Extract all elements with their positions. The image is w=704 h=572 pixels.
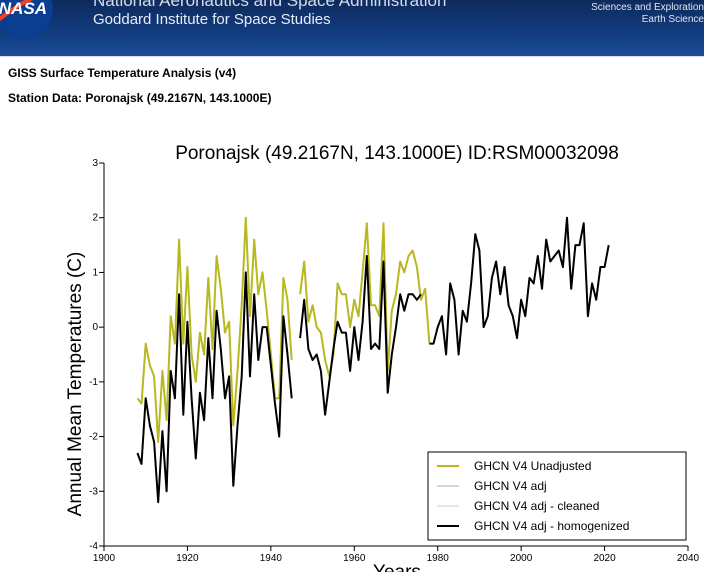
nasa-logo-text: NASA	[0, 0, 47, 18]
station-subtitle: Station Data: Poronajsk (49.2167N, 143.1…	[8, 91, 272, 105]
legend-label: GHCN V4 Unadjusted	[474, 459, 591, 473]
y-tick-label: 3	[92, 158, 98, 169]
legend: GHCN V4 Unadjusted GHCN V4 adj GHCN V4 adj…	[427, 451, 687, 541]
y-axis-label: Annual Mean Temperatures (C)	[65, 252, 86, 517]
y-tick-label: -3	[89, 486, 98, 497]
x-tick-label: 2040	[677, 553, 700, 564]
y-tick-label: -1	[89, 377, 98, 388]
y-tick-label: 1	[92, 267, 98, 278]
chart-title: Poronajsk (49.2167N, 143.1000E) ID:RSM00…	[175, 143, 619, 164]
series-line-ghcn-v4-unadjusted	[136, 216, 293, 443]
legend-box	[427, 451, 687, 541]
plot-area: -4 -3 -2 -1 0 1 2 3 1900 1920 1940 1960 1980 2000 2020…	[89, 158, 699, 564]
series-line-ghcn-v4-unadjusted	[299, 222, 431, 378]
y-tick-label: 0	[92, 322, 98, 333]
x-tick-label: 2020	[593, 553, 616, 564]
x-tick-label: 1920	[176, 553, 199, 564]
y-tick-label: -2	[89, 432, 98, 443]
legend-label: GHCN V4 adj	[474, 479, 547, 493]
series-line-ghcn-v4-adj-homogenized	[429, 216, 610, 356]
legend-label: GHCN V4 adj - cleaned	[474, 499, 599, 513]
legend-label: GHCN V4 adj - homogenized	[474, 519, 629, 533]
x-axis-label: Years	[373, 562, 421, 572]
series-line-ghcn-v4-adj-homogenized	[136, 271, 293, 504]
agency-name[interactable]: National Aeronautics and Space Administr…	[93, 0, 447, 10]
page-title: GISS Surface Temperature Analysis (v4)	[8, 66, 237, 80]
series-line-ghcn-v4-adj-homogenized	[299, 255, 422, 416]
y-tick-label: 2	[92, 213, 98, 224]
header-banner: NASA National Aeronautics and Space Admi…	[0, 0, 704, 57]
x-tick-label: 1980	[427, 553, 450, 564]
y-tick-label: -4	[89, 541, 98, 552]
sciences-exploration-link[interactable]: Sciences and Exploration	[591, 2, 704, 13]
institute-name[interactable]: Goddard Institute for Space Studies	[93, 11, 331, 28]
nasa-logo[interactable]: NASA	[0, 0, 54, 40]
x-tick-label: 1900	[93, 553, 116, 564]
temperature-chart: Poronajsk (49.2167N, 143.1000E) ID:RSM00…	[65, 143, 700, 572]
x-tick-label: 1960	[343, 553, 366, 564]
earth-science-link[interactable]: Earth Science	[641, 14, 704, 25]
x-tick-label: 1940	[260, 553, 283, 564]
x-tick-label: 2000	[510, 553, 533, 564]
